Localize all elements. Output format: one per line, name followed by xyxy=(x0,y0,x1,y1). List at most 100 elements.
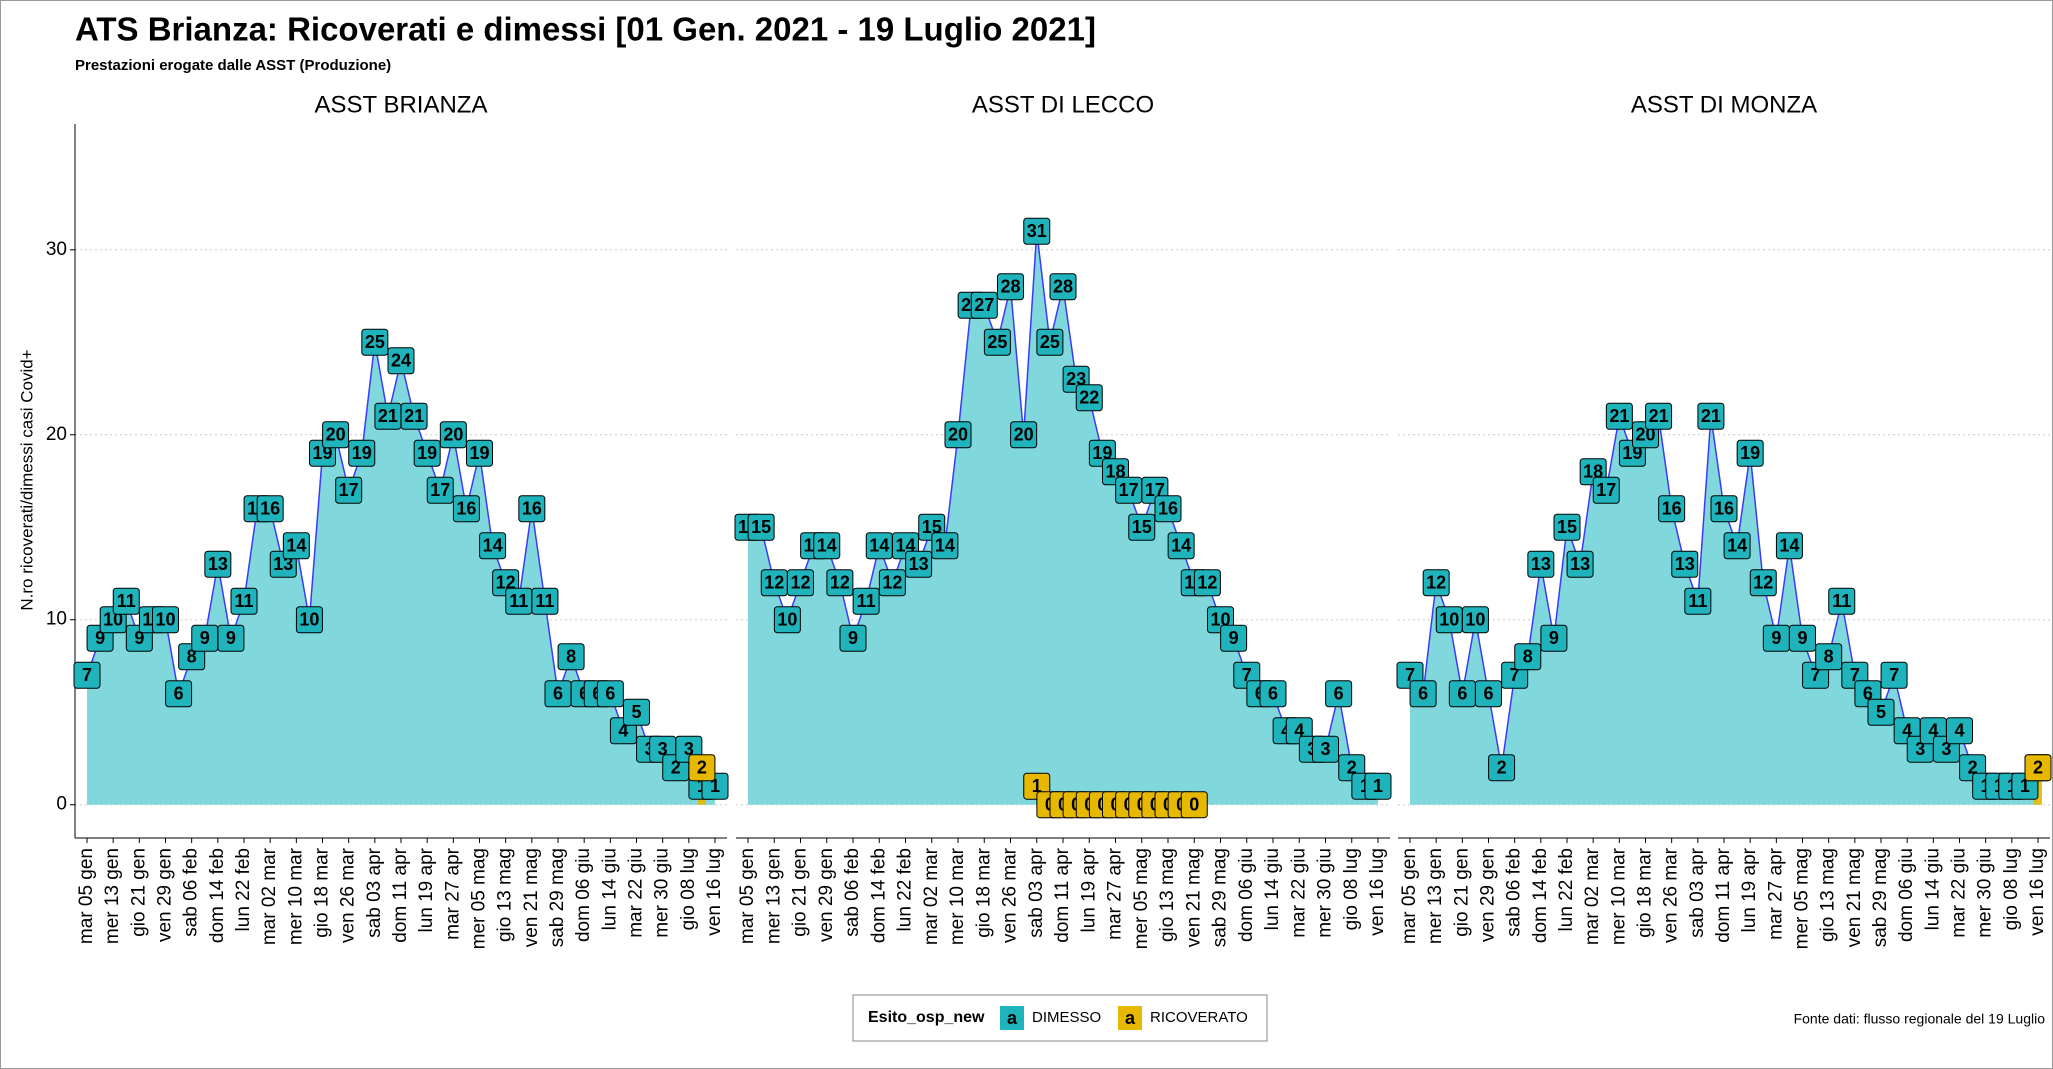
data-label: 7 xyxy=(1510,665,1520,685)
x-tick-label: dom 14 feb xyxy=(1530,848,1551,943)
data-label-box xyxy=(997,273,1024,301)
data-label-box xyxy=(1723,532,1751,560)
x-tick-label: sab 29 mag xyxy=(1210,848,1231,947)
x-tick-label: ven 16 lug xyxy=(2027,848,2048,936)
data-label-box xyxy=(1167,532,1195,560)
data-label-box xyxy=(1364,772,1392,800)
data-label: 22 xyxy=(1079,388,1099,408)
data-label-box xyxy=(1154,495,1182,523)
panel-title: ASST BRIANZA xyxy=(315,91,488,118)
data-label: 15 xyxy=(1557,517,1577,537)
x-tick-label: mar 27 apr xyxy=(1765,847,1786,940)
data-label-box xyxy=(335,476,363,504)
x-tick-label: dom 11 apr xyxy=(1052,847,1073,942)
data-label-box xyxy=(1422,569,1450,597)
x-tick-label: mar 05 gen xyxy=(76,848,97,944)
x-tick-label: mer 05 mag xyxy=(1792,848,1813,949)
x-tick-label: gio 08 lug xyxy=(678,848,699,930)
x-tick-label: ven 21 mag xyxy=(1183,848,1204,947)
x-tick-label: lun 19 apr xyxy=(1078,847,1099,932)
data-label: 16 xyxy=(260,498,280,518)
area xyxy=(748,231,1378,805)
data-label: 20 xyxy=(1014,425,1034,445)
data-label: 14 xyxy=(895,535,915,555)
x-tick-label: lun 22 feb xyxy=(1556,848,1577,931)
data-label: 6 xyxy=(174,683,184,703)
data-label: 4 xyxy=(1294,720,1304,740)
title: ATS Brianza: Ricoverati e dimessi [01 Ge… xyxy=(75,11,1096,48)
data-label: 19 xyxy=(1092,443,1112,463)
data-label: 5 xyxy=(631,702,641,722)
data-label-box xyxy=(1736,439,1764,467)
data-label: 4 xyxy=(618,720,628,740)
data-label: 6 xyxy=(1483,683,1493,703)
data-label: 21 xyxy=(404,406,424,426)
data-label: 19 xyxy=(352,443,372,463)
data-label-box xyxy=(688,754,716,782)
x-tick-label: ven 26 mar xyxy=(338,847,359,943)
data-label: 11 xyxy=(1832,591,1851,611)
data-label-box xyxy=(112,587,140,615)
x-tick-label: ven 29 gen xyxy=(1478,848,1499,942)
data-label: 14 xyxy=(483,535,503,555)
x-tick-label: mer 30 giu xyxy=(1975,848,1996,938)
x-tick-label: ven 29 gen xyxy=(816,848,837,942)
data-label-box xyxy=(295,606,323,634)
x-tick-label: gio 21 gen xyxy=(790,848,811,937)
data-label: 25 xyxy=(1040,332,1060,352)
legend-key-glyph: a xyxy=(1125,1008,1136,1028)
data-label: 6 xyxy=(1334,683,1344,703)
data-label: 17 xyxy=(339,480,359,500)
data-label-box xyxy=(1749,569,1777,597)
data-label: 20 xyxy=(326,425,346,445)
data-label-box xyxy=(1475,680,1502,708)
data-label-box xyxy=(1867,698,1895,726)
data-label: 15 xyxy=(751,517,771,537)
x-tick-label: mer 10 mar xyxy=(947,847,968,945)
data-label-box xyxy=(1946,717,1973,745)
data-label: 12 xyxy=(882,572,902,592)
data-label-box xyxy=(1128,513,1156,541)
x-tick-label: gio 08 lug xyxy=(2001,848,2022,930)
legend-key xyxy=(1118,1006,1142,1030)
data-label-box xyxy=(256,495,284,523)
data-label: 6 xyxy=(1457,683,1467,703)
x-tick-label: mer 30 giu xyxy=(652,848,673,938)
data-label: 7 xyxy=(1405,665,1415,685)
legend-key xyxy=(1000,1006,1024,1030)
data-label: 7 xyxy=(1889,665,1899,685)
data-label: 14 xyxy=(817,535,837,555)
data-label-box xyxy=(1075,384,1103,412)
x-tick-label: mar 22 giu xyxy=(1288,848,1309,938)
data-label-box xyxy=(839,624,867,652)
x-tick-label: dom 14 feb xyxy=(207,848,228,943)
data-label-box xyxy=(747,513,775,541)
x-tick-label: gio 21 gen xyxy=(128,848,149,937)
data-label: 11 xyxy=(857,591,876,611)
x-tick-label: mer 10 mar xyxy=(285,847,306,945)
data-label: 21 xyxy=(378,406,398,426)
data-label: 7 xyxy=(1242,665,1252,685)
data-label-box xyxy=(1671,550,1699,578)
data-label: 25 xyxy=(987,332,1007,352)
source-note: Fonte dati: flusso regionale del 19 Lugl… xyxy=(1794,1011,2046,1027)
data-label: 17 xyxy=(1145,480,1165,500)
data-label-box xyxy=(1697,402,1725,430)
data-label: 2 xyxy=(1968,757,1978,777)
x-tick-label: sab 06 feb xyxy=(842,848,863,937)
x-tick-label: mar 22 giu xyxy=(626,848,647,938)
data-label-box xyxy=(813,532,841,560)
data-label-box xyxy=(1684,587,1712,615)
area xyxy=(87,342,715,805)
data-label: 21 xyxy=(1701,406,1721,426)
data-label: 4 xyxy=(1902,720,1912,740)
x-tick-label: gio 18 mar xyxy=(312,847,333,937)
data-label-box xyxy=(400,402,428,430)
x-tick-label: ven 16 lug xyxy=(704,848,725,936)
data-label-box xyxy=(518,495,546,523)
data-label-box xyxy=(1553,513,1581,541)
x-tick-label: dom 14 feb xyxy=(868,848,889,943)
data-label: 8 xyxy=(566,646,576,666)
data-label-box xyxy=(152,606,179,634)
data-label: 10 xyxy=(1210,609,1230,629)
